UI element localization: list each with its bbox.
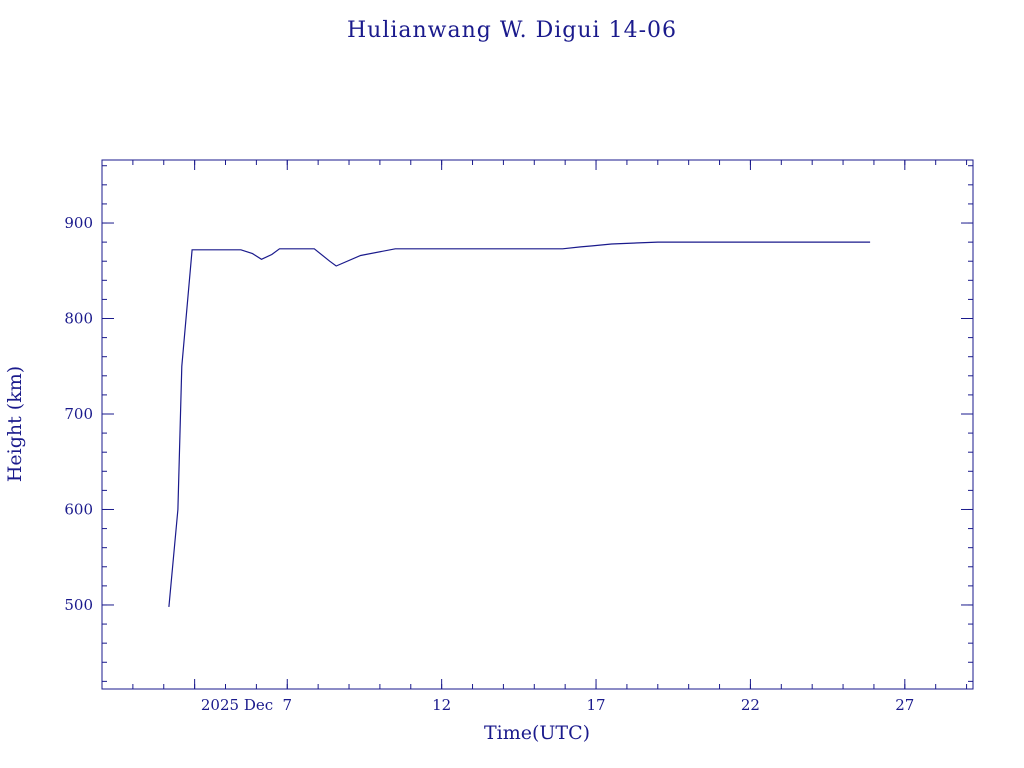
- y-tick-label: 900: [64, 214, 93, 232]
- y-tick-label: 500: [64, 596, 93, 614]
- x-start-label: 2025 Dec: [201, 696, 273, 714]
- axis-ticks: [101, 160, 973, 689]
- chart-title: Hulianwang W. Digui 14-06: [347, 18, 677, 43]
- x-axis-label: Time(UTC): [484, 722, 590, 744]
- x-tick-label: 22: [741, 696, 760, 714]
- x-tick-label: 7: [282, 696, 292, 714]
- y-tick-label: 600: [64, 500, 93, 518]
- y-axis-label: Height (km): [4, 366, 26, 482]
- plot-frame: [101, 159, 974, 690]
- tick-labels: 7 12 17 22 27 500 600 700 800 900: [64, 214, 914, 714]
- y-tick-label: 800: [64, 310, 93, 328]
- x-tick-label: 27: [895, 696, 914, 714]
- x-tick-label: 12: [432, 696, 451, 714]
- x-tick-label: 17: [586, 696, 605, 714]
- height-series-line: [168, 241, 871, 607]
- y-tick-label: 700: [64, 405, 93, 423]
